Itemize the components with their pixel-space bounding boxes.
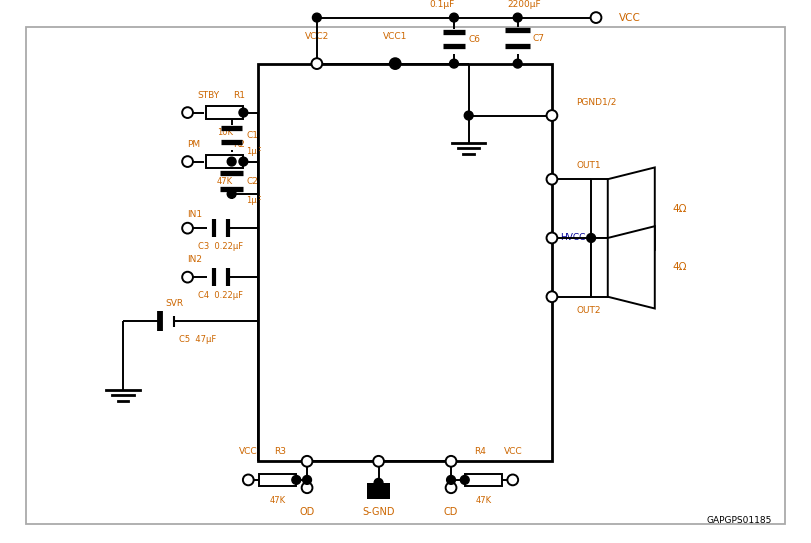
Text: 2200μF: 2200μF	[508, 1, 541, 9]
Circle shape	[513, 13, 522, 22]
Text: 47K: 47K	[217, 176, 233, 186]
Circle shape	[547, 292, 557, 302]
Text: OUT1: OUT1	[577, 161, 602, 170]
Circle shape	[182, 272, 193, 282]
Text: 47K: 47K	[269, 496, 285, 505]
Circle shape	[390, 58, 401, 69]
Polygon shape	[607, 167, 654, 250]
Circle shape	[447, 476, 456, 484]
Text: C6: C6	[469, 35, 481, 43]
Bar	[259, 473, 296, 487]
Text: C5  47μF: C5 47μF	[178, 336, 216, 344]
Text: S-GND: S-GND	[363, 507, 395, 517]
Text: VCC: VCC	[619, 12, 641, 23]
Text: PGND1/2: PGND1/2	[576, 97, 616, 106]
Text: C4  0.22μF: C4 0.22μF	[199, 291, 243, 300]
Text: STBY: STBY	[197, 91, 220, 100]
Text: GAPGPS01185: GAPGPS01185	[707, 515, 772, 525]
Circle shape	[302, 482, 312, 493]
Text: +: +	[595, 282, 603, 292]
Circle shape	[464, 111, 473, 120]
Text: R2: R2	[234, 141, 246, 149]
Circle shape	[292, 476, 301, 484]
Circle shape	[446, 456, 457, 466]
Circle shape	[239, 108, 248, 117]
Text: CD: CD	[444, 507, 458, 517]
Circle shape	[227, 157, 236, 166]
Text: R4: R4	[474, 447, 487, 456]
Circle shape	[374, 478, 383, 487]
Bar	[367, 483, 390, 500]
Text: 1μF: 1μF	[247, 147, 262, 156]
Text: C1: C1	[247, 131, 259, 140]
Text: VCC: VCC	[504, 447, 522, 456]
Text: C7: C7	[532, 34, 544, 43]
Circle shape	[182, 107, 193, 118]
Circle shape	[547, 232, 557, 243]
Circle shape	[302, 456, 312, 466]
Text: HVCC: HVCC	[560, 233, 586, 243]
Text: OUT2: OUT2	[577, 306, 602, 315]
Text: OD: OD	[299, 507, 315, 517]
Circle shape	[303, 476, 311, 484]
Circle shape	[461, 476, 470, 484]
Circle shape	[513, 59, 522, 68]
Circle shape	[243, 475, 254, 485]
Circle shape	[547, 110, 557, 121]
Text: 1μF: 1μF	[247, 196, 262, 205]
Text: −: −	[595, 186, 603, 196]
Bar	[206, 106, 243, 119]
Text: C2: C2	[247, 176, 258, 186]
Circle shape	[547, 174, 557, 185]
Bar	[591, 238, 607, 296]
Circle shape	[446, 482, 457, 493]
Text: 4Ω: 4Ω	[672, 204, 687, 213]
Text: R3: R3	[275, 447, 286, 456]
Text: +: +	[595, 223, 603, 233]
Circle shape	[508, 475, 518, 485]
Polygon shape	[607, 226, 654, 308]
Circle shape	[449, 13, 458, 22]
Bar	[258, 64, 552, 462]
Circle shape	[449, 59, 458, 68]
Text: 0.1μF: 0.1μF	[430, 1, 455, 9]
Circle shape	[311, 58, 322, 69]
Circle shape	[227, 190, 236, 198]
Circle shape	[182, 156, 193, 167]
Text: 10K: 10K	[217, 128, 233, 137]
Text: IN2: IN2	[187, 255, 203, 264]
Circle shape	[239, 157, 248, 166]
Bar	[465, 473, 502, 487]
Text: R1: R1	[234, 91, 246, 100]
Text: VCC: VCC	[239, 447, 258, 456]
Text: PM: PM	[187, 141, 200, 149]
Text: C3  0.22μF: C3 0.22μF	[199, 242, 243, 251]
Text: VCC1: VCC1	[383, 31, 407, 41]
Bar	[591, 179, 607, 238]
Text: SVR: SVR	[165, 299, 183, 308]
Circle shape	[373, 456, 384, 466]
Circle shape	[182, 223, 193, 233]
Circle shape	[586, 233, 595, 242]
Circle shape	[391, 59, 400, 68]
Bar	[206, 155, 243, 168]
Circle shape	[312, 13, 321, 22]
Text: 47K: 47K	[475, 496, 491, 505]
Text: VCC2: VCC2	[305, 31, 329, 41]
Circle shape	[590, 12, 602, 23]
Text: 4Ω: 4Ω	[672, 262, 687, 273]
Text: −: −	[595, 243, 603, 252]
Text: IN1: IN1	[187, 210, 203, 219]
